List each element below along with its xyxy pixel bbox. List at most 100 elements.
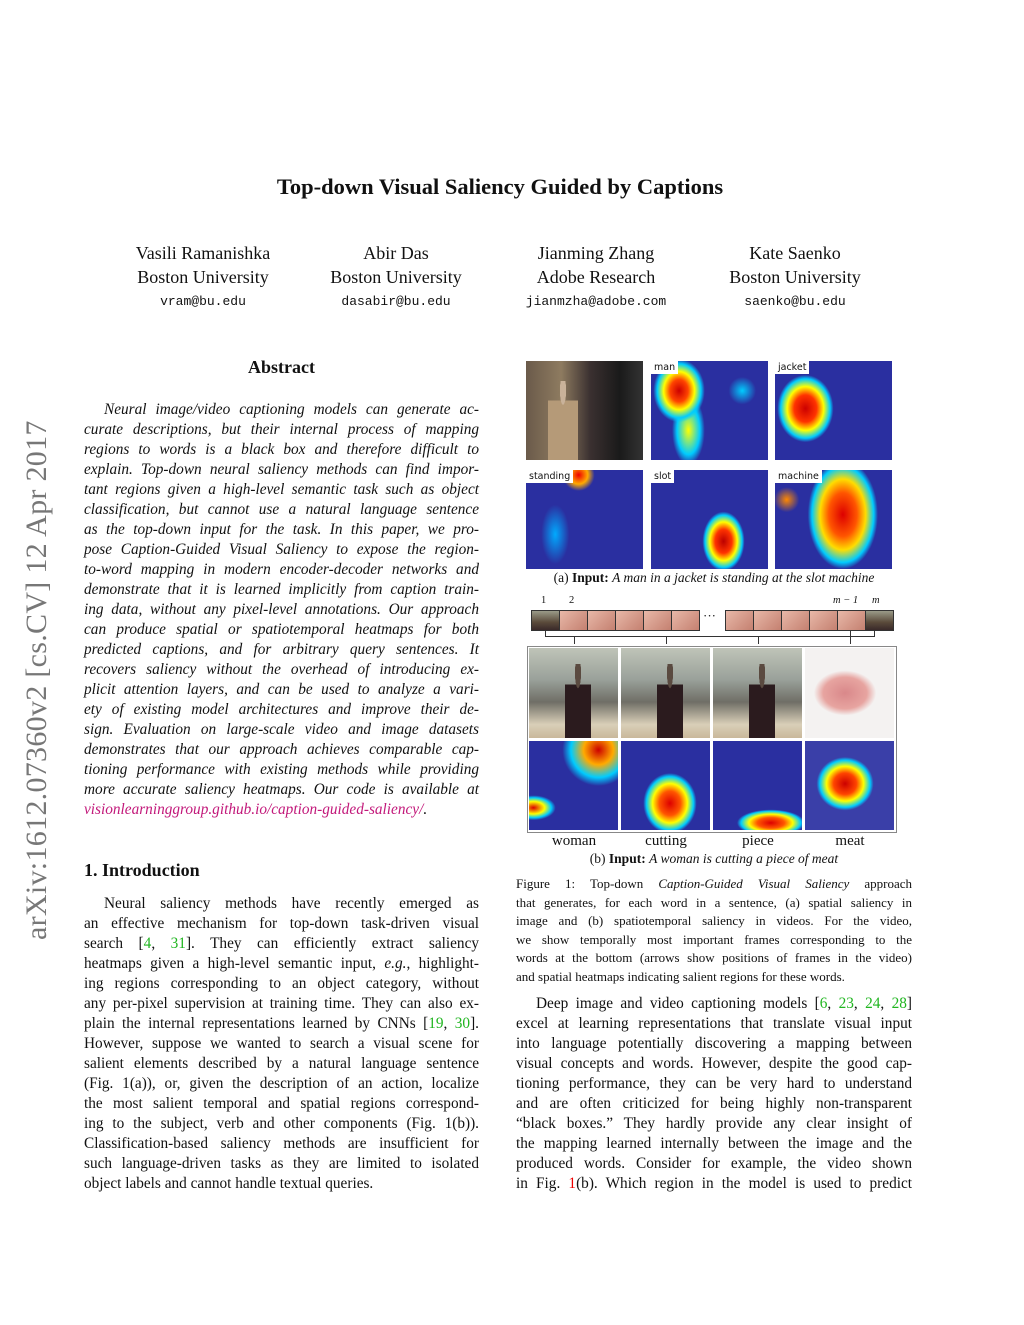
- caption-prefix: (a): [553, 570, 572, 585]
- heatmap-label: standing: [526, 470, 574, 483]
- text-line: salient elements described by a natural …: [84, 1055, 479, 1072]
- text-line: that generates, for each word in a sente…: [516, 894, 912, 910]
- author-email[interactable]: vram@bu.edu: [160, 294, 246, 309]
- frame-index: m − 1: [833, 595, 859, 606]
- frames-ellipsis: ···: [703, 608, 716, 623]
- figure-caption: Figure 1: Top-down Caption-Guided Visual…: [516, 875, 912, 986]
- text-line: pose Caption-Guided Visual Saliency to e…: [84, 541, 479, 558]
- text-line: excel at learning representations that t…: [516, 1015, 912, 1032]
- slot-machine-photo: [526, 361, 643, 460]
- text-line: more accurate saliency heatmaps. Our cod…: [84, 781, 479, 798]
- text-line: can produce spatial or spatiotemporal he…: [84, 621, 479, 638]
- heatmap-man: man: [651, 361, 768, 460]
- text-line: plicit attention layers, and can be used…: [84, 681, 479, 698]
- text-line: “black boxes.” They hardly provide any c…: [516, 1115, 912, 1132]
- video-frame-thumbnail: [531, 610, 560, 631]
- video-frame-thumbnail: [559, 610, 588, 631]
- text-line: tant regions given a high-level semantic…: [84, 481, 479, 498]
- text-line: to-word mapping in modern encoder-decode…: [84, 561, 479, 578]
- text-line: ing regions corresponding to an object c…: [84, 975, 479, 992]
- text-line: tioning performance, they can be very ha…: [516, 1075, 912, 1092]
- author-block: Jianming Zhang Adobe Research jianmzha@a…: [496, 241, 696, 315]
- heatmap-slot: slot: [651, 470, 768, 569]
- text-line: demonstrates that our approach achieves …: [84, 741, 479, 758]
- heatmap-label: slot: [651, 470, 675, 483]
- frame-word: piece: [742, 833, 774, 849]
- author-block: Vasili Ramanishka Boston University vram…: [103, 241, 303, 315]
- author-block: Kate Saenko Boston University saenko@bu.…: [695, 241, 895, 315]
- caption-prefix: (b): [589, 851, 609, 866]
- abstract-heading: Abstract: [248, 357, 315, 377]
- text-line: the most salient temporal and spatial re…: [84, 1095, 479, 1112]
- heatmap-machine: machine: [775, 470, 892, 569]
- video-frame-thumbnail: [837, 610, 866, 631]
- video-frame-thumbnail: [643, 610, 672, 631]
- video-frame-thumbnail: [587, 610, 616, 631]
- text-line: image and (b) spatiotemporal saliency in…: [516, 913, 912, 928]
- author-name: Jianming Zhang: [537, 243, 655, 263]
- text-line: recovers saliency without the overhead o…: [84, 661, 479, 678]
- video-frame-thumbnail: [671, 610, 700, 631]
- arrow-icon: [850, 631, 851, 644]
- text-line: However, suppose we wanted to search a v…: [84, 1035, 479, 1052]
- frame-index: m: [872, 595, 880, 606]
- video-frame-thumbnail: [809, 610, 838, 631]
- text-line: such language-driven tasks as they are l…: [84, 1155, 479, 1172]
- video-frame-thumbnail: [781, 610, 810, 631]
- text-line: regions to words is a black box and ther…: [84, 441, 479, 458]
- abstract-body: Neural image/video captioning models can…: [84, 400, 479, 820]
- text-line: object labels and cannot handle textual …: [84, 1175, 374, 1192]
- frame-index: 2: [569, 595, 575, 606]
- panel-b-frame: [527, 646, 897, 833]
- text-line: plain the internal representations learn…: [84, 1015, 479, 1032]
- author-email[interactable]: saenko@bu.edu: [744, 294, 846, 309]
- text-line: produced words. Consider for example, th…: [516, 1155, 912, 1172]
- text-line[interactable]: visionlearninggroup.github.io/caption-gu…: [84, 801, 428, 818]
- author-name: Vasili Ramanishka: [135, 243, 271, 263]
- author-email[interactable]: jianmzha@adobe.com: [525, 294, 667, 309]
- text-line: and are often criticized for being highl…: [516, 1095, 912, 1112]
- text-line: sign. Evaluation on large-scale video an…: [84, 721, 479, 738]
- text-line: predicted captions, and for arbitrary qu…: [84, 641, 479, 658]
- author-email[interactable]: dasabir@bu.edu: [341, 294, 451, 309]
- frame-word: cutting: [645, 833, 687, 849]
- text-line: we show temporally most important frames…: [516, 931, 912, 947]
- text-line: heatmaps given a high-level semantic inp…: [84, 955, 479, 972]
- panel-b-caption: (b) Input: A woman is cutting a piece of…: [516, 851, 912, 867]
- frame-word: meat: [835, 833, 865, 849]
- arxiv-stamp: arXiv:1612.07360v2 [cs.CV] 12 Apr 2017: [20, 420, 53, 940]
- text-line: Neural saliency methods have recently em…: [104, 895, 479, 912]
- video-frame-woman: [529, 648, 618, 738]
- text-line: demonstrate that it is learned implicitl…: [84, 581, 479, 598]
- panel-a-caption: (a) Input: A man in a jacket is standing…: [516, 570, 912, 586]
- text-line: into language potentially discovering a …: [516, 1035, 912, 1052]
- video-frame-piece: [713, 648, 802, 738]
- text-line: Neural image/video captioning models can…: [104, 401, 479, 418]
- video-frame-cutting: [621, 648, 710, 738]
- frame-connector: [545, 631, 875, 637]
- text-line: Figure 1: Top-down Caption-Guided Visual…: [516, 876, 912, 891]
- heatmap-piece: [713, 741, 802, 830]
- author-affiliation: Boston University: [330, 267, 462, 287]
- video-frame-thumbnail: [725, 610, 754, 631]
- introduction-heading: 1. Introduction: [84, 860, 200, 880]
- video-frame-meat: [805, 648, 894, 738]
- text-line: ing data, without any pixel-level annota…: [84, 601, 479, 618]
- text-line: search [4, 31]. They can efficiently ext…: [84, 935, 480, 952]
- text-line: visual concepts and words. However, desp…: [516, 1055, 912, 1072]
- text-line: tioning performance with existing method…: [84, 761, 479, 778]
- text-line: curate descriptions, but their internal …: [84, 421, 479, 438]
- right-column-body: Deep image and video captioning models […: [516, 994, 912, 1194]
- text-line: ing to the subject, verb and other compo…: [84, 1115, 479, 1132]
- author-name: Abir Das: [363, 243, 429, 263]
- text-line: words at the bottom (arrows show positio…: [516, 950, 912, 965]
- text-line: (Fig. 1(a)), or, given the description o…: [84, 1075, 479, 1092]
- heatmap-label: jacket: [775, 361, 810, 374]
- heatmap-meat: [805, 741, 894, 830]
- heatmap-cutting: [621, 741, 710, 830]
- heatmap-label: man: [651, 361, 679, 374]
- introduction-body: Neural saliency methods have recently em…: [84, 894, 479, 1194]
- arrow-icon: [758, 636, 759, 644]
- text-line: classification, but cannot use a natural…: [84, 501, 479, 518]
- video-frame-thumbnail: [865, 610, 894, 631]
